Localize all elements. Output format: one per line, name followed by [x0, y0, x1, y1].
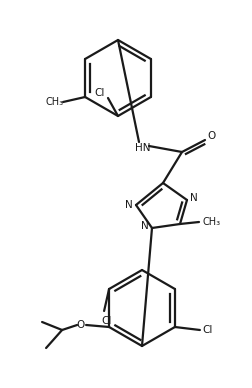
Text: Cl: Cl [202, 325, 212, 335]
Text: Cl: Cl [101, 316, 111, 326]
Text: N: N [189, 193, 197, 203]
Text: O: O [207, 131, 215, 141]
Text: Cl: Cl [94, 88, 105, 98]
Text: N: N [141, 221, 148, 231]
Text: CH₃: CH₃ [202, 217, 220, 227]
Text: N: N [125, 200, 132, 210]
Text: HN: HN [135, 143, 150, 153]
Text: O: O [76, 320, 84, 330]
Text: CH₃: CH₃ [45, 97, 63, 107]
